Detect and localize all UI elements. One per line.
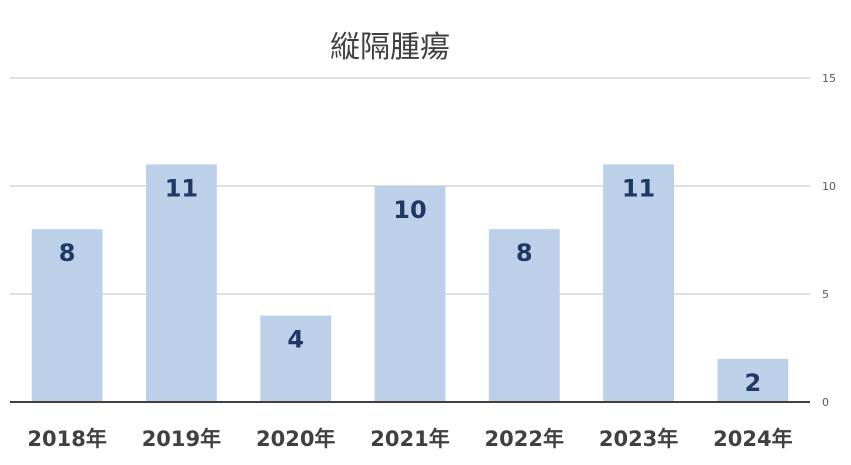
y-tick-label: 5	[822, 288, 829, 301]
bar	[31, 229, 103, 402]
chart-title: 縦隔腫瘍	[330, 30, 450, 65]
data-label: 8	[59, 239, 76, 267]
x-tick-label: 2019年	[142, 427, 221, 451]
bar	[260, 315, 332, 402]
x-tick-label: 2021年	[370, 427, 449, 451]
data-label: 4	[287, 326, 304, 354]
bar	[146, 164, 217, 402]
x-tick-label: 2023年	[599, 427, 678, 451]
data-label: 11	[165, 174, 198, 202]
y-tick-label: 10	[822, 180, 836, 193]
data-label: 11	[622, 174, 655, 202]
bar	[603, 164, 674, 402]
bar	[374, 186, 446, 402]
data-label: 8	[516, 239, 533, 267]
data-label: 10	[393, 196, 426, 224]
x-tick-label: 2022年	[485, 427, 564, 451]
x-tick-label: 2018年	[27, 427, 106, 451]
x-tick-label: 2020年	[256, 427, 335, 451]
data-label: 2	[745, 369, 762, 397]
bar	[488, 229, 560, 402]
x-tick-label: 2024年	[713, 427, 792, 451]
bar	[717, 358, 789, 402]
y-tick-label: 15	[822, 72, 836, 85]
y-tick-label: 0	[822, 396, 829, 409]
